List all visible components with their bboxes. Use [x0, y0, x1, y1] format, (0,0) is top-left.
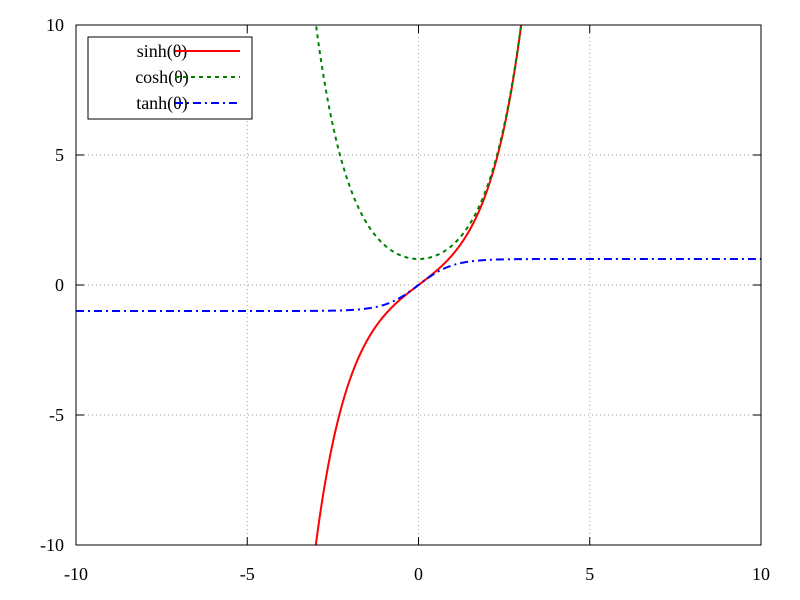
- legend-label-tanh: tanh(θ): [136, 93, 188, 114]
- legend-label-sinh: sinh(θ): [137, 41, 188, 62]
- x-tick-label: 5: [585, 564, 594, 584]
- legend: sinh(θ) cosh(θ) tanh(θ): [87, 36, 253, 120]
- legend-label-cosh: cosh(θ): [135, 67, 189, 88]
- ticks: -10 -5 0 5 10 -10 -5 0 5 10: [40, 15, 770, 584]
- y-tick-label: -5: [49, 405, 64, 425]
- x-tick-label: -10: [64, 564, 88, 584]
- y-tick-label: 0: [55, 275, 64, 295]
- x-tick-label: 0: [414, 564, 423, 584]
- y-tick-label: 10: [46, 15, 64, 35]
- curves: [76, 25, 761, 545]
- series-line-tanh: [76, 258, 761, 312]
- y-tick-label: -10: [40, 535, 64, 555]
- x-tick-label: -5: [240, 564, 255, 584]
- x-tick-label: 10: [752, 564, 770, 584]
- y-tick-label: 5: [55, 145, 64, 165]
